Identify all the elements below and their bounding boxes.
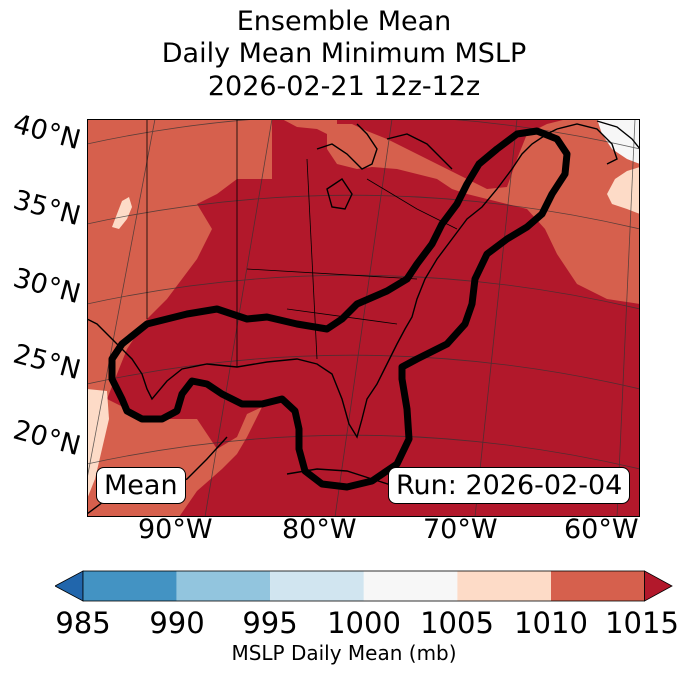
lon-label-80: 80°W xyxy=(282,514,357,545)
colorbar-segment-1010-1015 xyxy=(551,571,645,601)
colorbar-over-arrow xyxy=(644,570,673,602)
colorbar-tick-990: 990 xyxy=(149,606,205,640)
contour-outline xyxy=(108,127,571,491)
colorbar-segment-985-990 xyxy=(83,571,177,601)
colorbar xyxy=(55,570,673,602)
fill-1005-1010-north xyxy=(112,197,132,229)
fill-1005-1010-east xyxy=(607,167,640,214)
colorbar-segment-990-995 xyxy=(176,571,271,601)
title-line-1: Ensemble Mean xyxy=(236,6,452,37)
colorbar-label: MSLP Daily Mean (mb) xyxy=(231,641,457,665)
title-line-3: 2026-02-21 12z-12z xyxy=(207,71,481,102)
lat-label-40: 40°N xyxy=(9,108,84,157)
colorbar-segment-1005-1010 xyxy=(457,571,551,601)
colorbar-segment-995-1000 xyxy=(270,571,364,601)
colorbar-tick-995: 995 xyxy=(242,606,298,640)
colorbar-tick-1010: 1010 xyxy=(514,606,588,640)
colorbar-tick-1000: 1000 xyxy=(327,606,401,640)
colorbar-under-arrow xyxy=(55,570,84,602)
mean-label-box: Mean xyxy=(96,467,186,504)
lat-label-30: 30°N xyxy=(9,262,84,311)
colorbar-tick-1015: 1015 xyxy=(605,606,679,640)
lon-label-70: 70°W xyxy=(423,514,498,545)
run-date-box: Run: 2026-02-04 xyxy=(388,467,631,504)
colorbar-frame xyxy=(82,570,645,602)
title-line-2: Daily Mean Minimum MSLP xyxy=(161,38,527,69)
lon-label-90: 90°W xyxy=(138,514,213,545)
lat-label-25: 25°N xyxy=(9,338,84,387)
fill-1000-1005 xyxy=(597,119,640,164)
fill-1005-1010-west xyxy=(87,389,109,499)
lat-label-20: 20°N xyxy=(9,414,84,463)
map-panel xyxy=(87,119,640,517)
colorbar-tick-1005: 1005 xyxy=(420,606,494,640)
colorbar-segment-1000-1005 xyxy=(363,571,458,601)
colorbar-tick-985: 985 xyxy=(55,606,111,640)
lat-label-35: 35°N xyxy=(9,184,84,233)
lon-label-60: 60°W xyxy=(564,514,639,545)
map-frame xyxy=(87,119,640,517)
